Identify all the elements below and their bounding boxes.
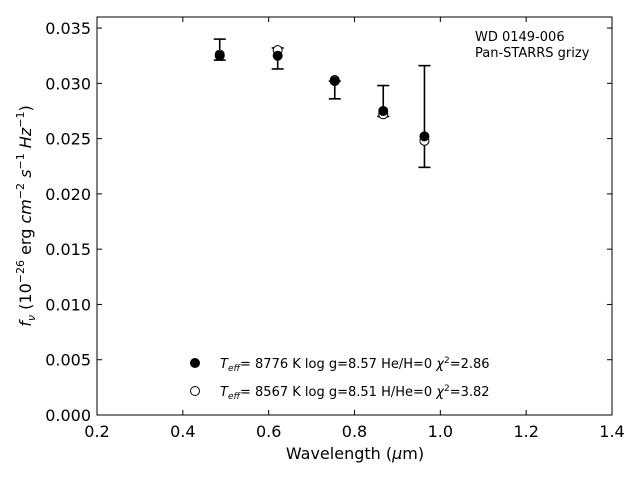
x-axis-label: Wavelength (μm) (286, 444, 424, 463)
legend-label-he-model: Teff= 8567 K log g=8.51 H/He=0 χ2=3.82 (220, 384, 490, 402)
error-bars (213, 38, 431, 169)
series-h-model (214, 50, 430, 142)
x-axis: 0.2 0.4 0.6 0.8 1.0 1.2 1.4 (84, 17, 625, 441)
y-tick-label: 0.020 (45, 185, 91, 204)
filled-model-point (214, 50, 225, 61)
annotation-survey: Pan-STARRS grizy (475, 46, 590, 61)
y-axis-label: fν (10−26 erg cm−2 s−1 Hz−1) (14, 105, 38, 326)
y-tick-label: 0.030 (45, 74, 91, 93)
x-tick-label: 0.2 (84, 422, 109, 441)
legend-marker-open (190, 386, 200, 396)
x-tick-label: 1.2 (513, 422, 538, 441)
x-tick-label: 0.6 (256, 422, 281, 441)
y-tick-label: 0.035 (45, 19, 91, 38)
filled-model-point (378, 105, 389, 116)
y-tick-label: 0.010 (45, 295, 91, 314)
annotation-object: WD 0149-006 (475, 30, 565, 45)
legend: Teff= 8776 K log g=8.57 He/H=0 χ2=2.86 T… (190, 356, 490, 402)
legend-label-h-model: Teff= 8776 K log g=8.57 He/H=0 χ2=2.86 (220, 356, 490, 374)
filled-model-point (272, 50, 283, 61)
y-tick-label: 0.015 (45, 240, 91, 259)
x-tick-label: 0.4 (170, 422, 195, 441)
y-tick-label: 0.005 (45, 351, 91, 370)
x-tick-label: 0.8 (342, 422, 367, 441)
y-axis: 0.000 0.005 0.010 0.015 0.020 0.025 0.030 0.035 (45, 19, 612, 425)
legend-marker-filled (190, 358, 200, 368)
x-tick-label: 1.4 (599, 422, 624, 441)
series-he-model (214, 45, 430, 146)
filled-model-point (419, 131, 430, 142)
y-tick-label: 0.000 (45, 406, 91, 425)
plot-frame (96, 16, 613, 416)
y-tick-label: 0.025 (45, 130, 91, 149)
x-tick-label: 1.0 (428, 422, 453, 441)
filled-model-point (329, 76, 340, 87)
